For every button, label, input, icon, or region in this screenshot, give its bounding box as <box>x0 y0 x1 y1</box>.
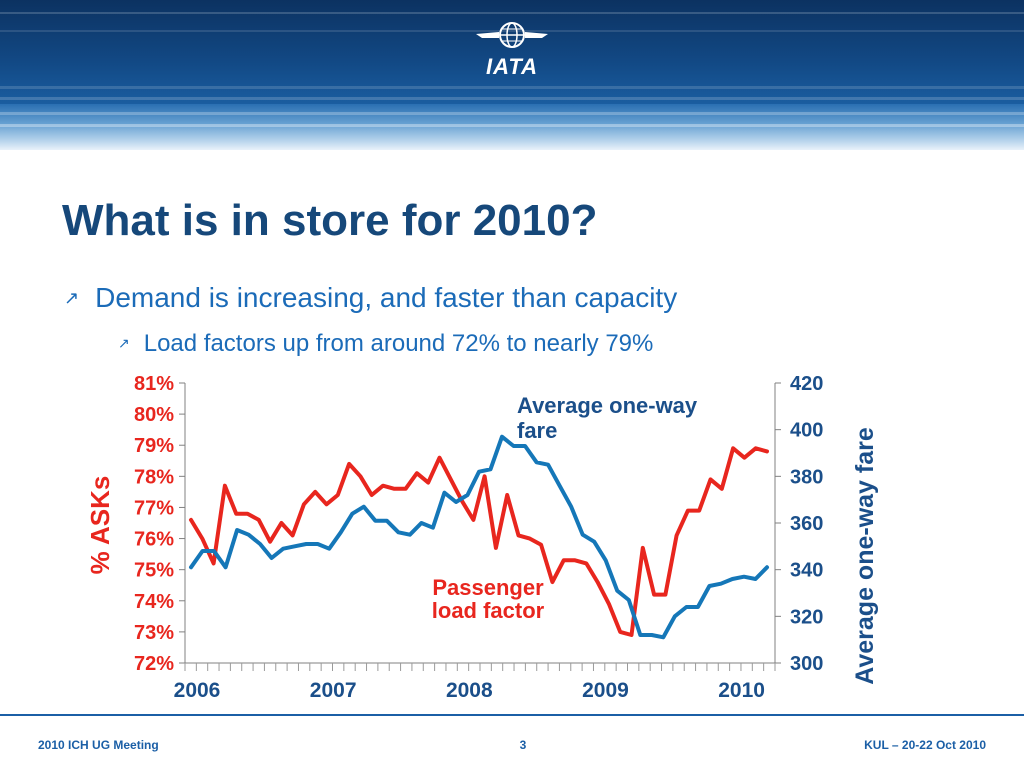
x-tick-label: 2008 <box>446 679 493 700</box>
x-tick-label: 2010 <box>718 679 765 700</box>
bullet-1-text: Demand is increasing, and faster than ca… <box>95 282 678 313</box>
banner-line <box>0 30 1024 32</box>
footer-page-number: 3 <box>519 738 527 752</box>
left-tick-label: 76% <box>134 529 174 551</box>
left-tick-label: 79% <box>134 435 174 457</box>
right-axis-title: Average one-way fare <box>851 427 879 685</box>
left-tick-label: 80% <box>134 404 174 426</box>
right-tick-label: 400 <box>790 420 823 442</box>
banner-fade <box>0 104 1024 150</box>
bullet-2: ↗ Load factors up from around 72% to near… <box>118 330 653 358</box>
x-tick-label: 2006 <box>174 679 221 700</box>
logo-text: IATA <box>485 54 539 79</box>
right-tick-label: 300 <box>790 653 823 675</box>
banner-line <box>0 12 1024 14</box>
globe-wings-icon <box>476 22 548 48</box>
arrow-bullet-icon: ↗ <box>118 335 130 351</box>
x-tick-label: 2009 <box>582 679 629 700</box>
right-tick-label: 420 <box>790 373 823 395</box>
footer-location-date: KUL – 20-22 Oct 2010 <box>864 738 986 752</box>
left-tick-label: 81% <box>134 373 174 395</box>
left-tick-label: 77% <box>134 497 174 519</box>
bullet-2-text: Load factors up from around 72% to nearl… <box>143 330 654 357</box>
slide-title: What is in store for 2010? <box>62 196 598 245</box>
left-axis-title: % ASKs <box>85 476 115 575</box>
right-tick-label: 360 <box>790 513 823 535</box>
iata-logo: IATA <box>472 18 552 79</box>
fare-annotation-line: Average one-way <box>517 393 698 418</box>
banner-line <box>0 124 1024 127</box>
fare-annotation: Average one-way fare <box>517 393 698 443</box>
right-tick-label: 320 <box>790 606 823 628</box>
footer-event: 2010 ICH UG Meeting <box>38 738 159 752</box>
banner-line <box>0 112 1024 115</box>
bullet-1: ↗ Demand is increasing, and faster than c… <box>64 282 677 314</box>
left-tick-label: 72% <box>134 653 174 675</box>
x-tick-label: 2007 <box>310 679 357 700</box>
header-banner: IATA <box>0 0 1024 150</box>
arrow-bullet-icon: ↗ <box>64 288 80 308</box>
fare-annotation-line: fare <box>517 418 557 443</box>
load-factor-annotation-line: load factor <box>432 598 545 623</box>
footer-divider <box>0 714 1024 716</box>
fare-loadfactor-chart: 72% 73% 74% 75% 76% 77% 78% 79% 80% 81% 300 320 340 3… <box>85 373 879 700</box>
fare-series-line <box>189 434 769 640</box>
right-tick-label: 380 <box>790 466 823 488</box>
left-tick-label: 75% <box>134 560 174 582</box>
load-factor-annotation: Passenger load factor <box>432 575 545 623</box>
right-tick-label: 340 <box>790 560 823 582</box>
left-tick-label: 74% <box>134 591 174 613</box>
banner-dark <box>0 0 1024 104</box>
load-factor-annotation-line: Passenger <box>432 575 544 600</box>
left-tick-label: 73% <box>134 622 174 644</box>
banner-line <box>0 86 1024 89</box>
banner-line <box>0 97 1024 100</box>
load-factor-series-line <box>189 446 769 637</box>
left-tick-label: 78% <box>134 466 174 488</box>
